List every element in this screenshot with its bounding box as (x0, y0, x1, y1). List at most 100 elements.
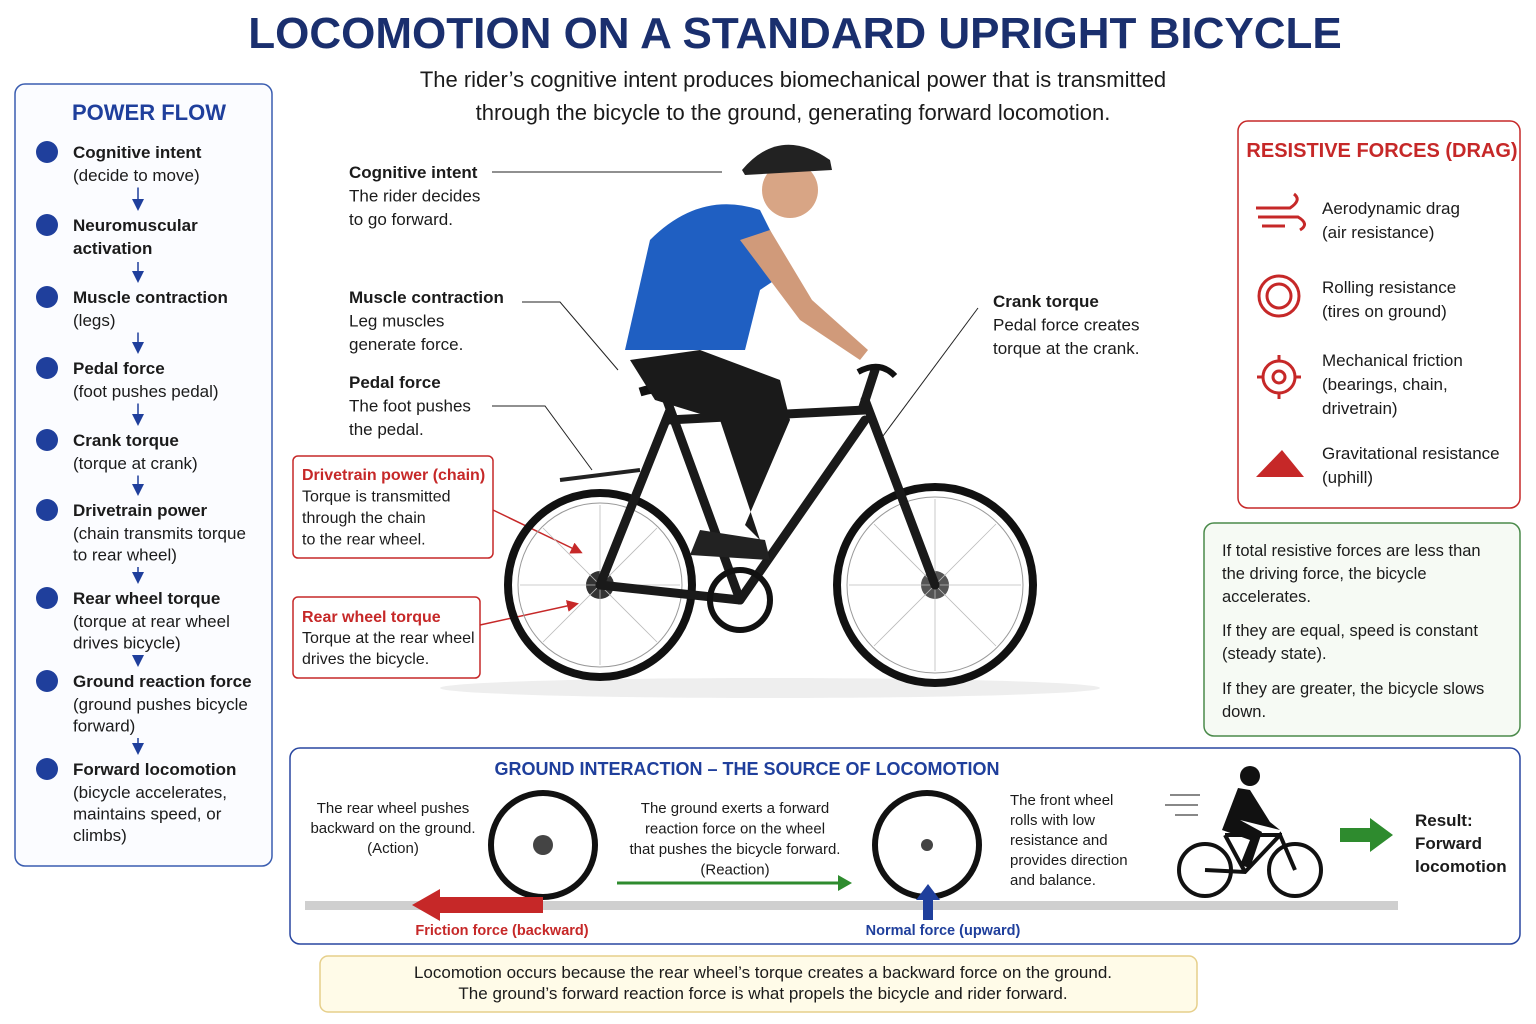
callout-title: Muscle contraction (349, 288, 504, 307)
panel-title: POWER FLOW (72, 100, 226, 125)
step-title: Rear wheel torque (73, 589, 220, 608)
step-title: Neuromuscular (73, 216, 198, 235)
step-detail: to rear wheel) (73, 546, 177, 565)
power-flow-panel (14, 83, 273, 867)
force-item: Gravitational resistance (1322, 444, 1500, 463)
callout-text: torque at the crank. (993, 339, 1139, 358)
ground-graphics (305, 766, 1398, 921)
force-item: Aerodynamic drag (1322, 199, 1460, 218)
callout-title: Rear wheel torque (302, 609, 441, 626)
condition-text: the driving force, the bicycle (1222, 565, 1427, 583)
resistive-icons (1256, 192, 1306, 399)
ground-text: The ground exerts a forward (641, 800, 829, 817)
callout-text: to go forward. (349, 210, 453, 229)
ground-text: rolls with low (1010, 812, 1095, 829)
step-title: Cognitive intent (73, 143, 202, 162)
force-label: Friction force (backward) (415, 923, 588, 939)
step-title: Muscle contraction (73, 288, 228, 307)
callout-text: Pedal force creates (993, 316, 1139, 335)
result-text: locomotion (1415, 857, 1507, 876)
texts: LOCOMOTION ON A STANDARD UPRIGHT BICYCLE… (43, 9, 1517, 1003)
condition-text: If they are equal, speed is constant (1222, 622, 1478, 640)
ground-text: (Reaction) (700, 862, 769, 879)
footer-text: The ground’s forward reaction force is w… (458, 984, 1067, 1003)
ground-text: resistance and (1010, 832, 1108, 849)
step-detail: (decide to move) (73, 166, 200, 185)
step-title: Ground reaction force (73, 672, 252, 691)
bicycle-illustration (440, 144, 1100, 698)
condition-text: down. (1222, 703, 1266, 721)
condition-text: If total resistive forces are less than (1222, 542, 1481, 560)
ground-text: The front wheel (1010, 792, 1113, 809)
ground-text: backward on the ground. (310, 820, 475, 837)
step-badge (36, 587, 58, 609)
step-title: Drivetrain power (73, 501, 208, 520)
step-badge (36, 670, 58, 692)
step-detail: (bicycle accelerates, (73, 783, 227, 802)
step-title: Forward locomotion (73, 760, 236, 779)
callout-text: Torque is transmitted (302, 489, 451, 506)
step-badge (36, 758, 58, 780)
step-detail: climbs) (73, 826, 127, 845)
callout-title: Crank torque (993, 292, 1099, 311)
callout-text: through the chain (302, 510, 426, 527)
force-item: drivetrain) (1322, 399, 1398, 418)
step-detail: (chain transmits torque (73, 524, 246, 543)
step-detail: (torque at crank) (73, 454, 198, 473)
step-title: Crank torque (73, 431, 179, 450)
callout-text: The rider decides (349, 187, 480, 206)
arrow (492, 509, 583, 554)
force-label: Normal force (upward) (866, 923, 1021, 939)
resistive-panel (1237, 120, 1521, 509)
callout-text: generate force. (349, 335, 463, 354)
callout-title: Cognitive intent (349, 163, 478, 182)
step-detail: (foot pushes pedal) (73, 382, 219, 401)
step-badge (36, 214, 58, 236)
arrow (479, 600, 579, 626)
callout-text: The foot pushes (349, 397, 471, 416)
ground-text: The rear wheel pushes (317, 800, 470, 817)
drivetrain-box (292, 455, 494, 559)
step-badge (36, 499, 58, 521)
ground-text: provides direction (1010, 852, 1128, 869)
force-item: (uphill) (1322, 468, 1373, 487)
step-title: Pedal force (73, 359, 165, 378)
callout-title: Pedal force (349, 373, 441, 392)
step-badge (36, 141, 58, 163)
force-item: Rolling resistance (1322, 278, 1456, 297)
ground-text: that pushes the bicycle forward. (630, 841, 841, 858)
callout-text: to the rear wheel. (302, 532, 426, 549)
condition-text: If they are greater, the bicycle slows (1222, 680, 1484, 698)
force-item: (air resistance) (1322, 223, 1434, 242)
force-item: Mechanical friction (1322, 351, 1463, 370)
leader-lines (492, 171, 979, 471)
condition-text: accelerates. (1222, 588, 1311, 606)
result-text: Forward (1415, 834, 1482, 853)
condition-text: (steady state). (1222, 645, 1327, 663)
rear-torque-box (292, 596, 481, 679)
hill-icon (1256, 450, 1304, 477)
footer-text: Locomotion occurs because the rear wheel… (414, 963, 1112, 982)
callout-text: Leg muscles (349, 312, 444, 331)
step-badge (36, 429, 58, 451)
step-title: activation (73, 239, 152, 258)
callout-text: the pedal. (349, 420, 424, 439)
step-detail: forward) (73, 717, 135, 736)
step-detail: (legs) (73, 311, 116, 330)
panel-title: RESISTIVE FORCES (DRAG) (1246, 140, 1517, 162)
step-badge (36, 286, 58, 308)
ground-text: (Action) (367, 840, 419, 857)
subtitle: through the bicycle to the ground, gener… (476, 100, 1111, 125)
step-detail: drives bicycle) (73, 634, 181, 653)
callout-text: Torque at the rear wheel (302, 630, 475, 647)
force-item: (bearings, chain, (1322, 375, 1448, 394)
step-badge (36, 357, 58, 379)
panel-title: GROUND INTERACTION – THE SOURCE OF LOCOM… (494, 759, 999, 779)
step-detail: (ground pushes bicycle (73, 695, 248, 714)
title: LOCOMOTION ON A STANDARD UPRIGHT BICYCLE (248, 9, 1341, 58)
ground-text: and balance. (1010, 872, 1096, 889)
conditions-panel (1203, 522, 1521, 737)
result-text: Result: (1415, 811, 1473, 830)
step-detail: maintains speed, or (73, 805, 222, 824)
